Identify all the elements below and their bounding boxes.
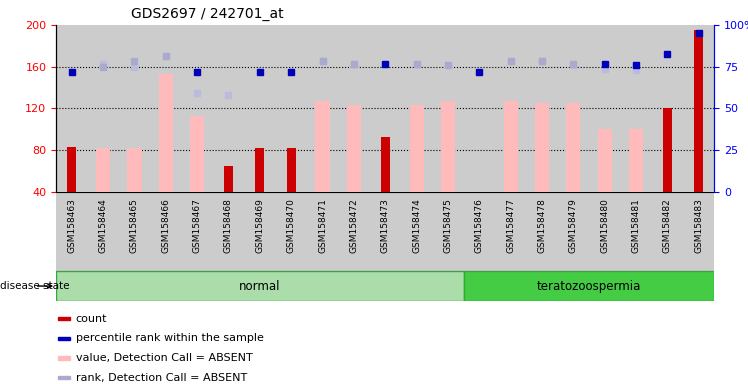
- Bar: [598, 129, 612, 192]
- Bar: [527, 192, 557, 271]
- Text: percentile rank within the sample: percentile rank within the sample: [76, 333, 264, 343]
- Bar: [58, 356, 70, 359]
- Text: rank, Detection Call = ABSENT: rank, Detection Call = ABSENT: [76, 372, 247, 382]
- Bar: [88, 192, 119, 271]
- Text: disease state: disease state: [0, 281, 70, 291]
- Bar: [244, 192, 275, 271]
- Bar: [347, 105, 361, 192]
- Bar: [527, 25, 557, 192]
- Bar: [213, 25, 244, 192]
- Bar: [495, 192, 527, 271]
- Text: value, Detection Call = ABSENT: value, Detection Call = ABSENT: [76, 353, 253, 363]
- Text: normal: normal: [239, 280, 280, 293]
- Bar: [67, 147, 76, 192]
- Text: GSM158475: GSM158475: [444, 198, 453, 253]
- Text: count: count: [76, 314, 108, 324]
- Bar: [256, 148, 264, 192]
- Bar: [464, 192, 495, 271]
- Bar: [401, 192, 432, 271]
- Bar: [629, 129, 643, 192]
- Bar: [224, 166, 233, 192]
- Bar: [432, 25, 464, 192]
- Bar: [557, 192, 589, 271]
- Bar: [495, 25, 527, 192]
- Bar: [150, 25, 182, 192]
- Bar: [464, 25, 495, 192]
- Bar: [190, 116, 204, 192]
- Bar: [409, 105, 423, 192]
- Bar: [119, 25, 150, 192]
- Text: GSM158469: GSM158469: [255, 198, 264, 253]
- Text: GSM158483: GSM158483: [694, 198, 703, 253]
- Bar: [213, 192, 244, 271]
- Bar: [159, 74, 173, 192]
- Bar: [401, 25, 432, 192]
- Bar: [275, 192, 307, 271]
- Bar: [182, 25, 213, 192]
- Text: GSM158470: GSM158470: [286, 198, 295, 253]
- Bar: [620, 192, 652, 271]
- Bar: [88, 25, 119, 192]
- Text: GSM158471: GSM158471: [318, 198, 327, 253]
- Bar: [127, 148, 141, 192]
- Text: GSM158466: GSM158466: [162, 198, 171, 253]
- Bar: [244, 25, 275, 192]
- FancyBboxPatch shape: [464, 271, 714, 301]
- Bar: [150, 192, 182, 271]
- Bar: [338, 25, 370, 192]
- Bar: [338, 192, 370, 271]
- Bar: [370, 192, 401, 271]
- Bar: [58, 336, 70, 340]
- Bar: [275, 25, 307, 192]
- Text: GSM158463: GSM158463: [67, 198, 76, 253]
- Bar: [663, 108, 672, 192]
- Bar: [503, 101, 518, 192]
- Bar: [370, 25, 401, 192]
- Text: GSM158481: GSM158481: [631, 198, 640, 253]
- Bar: [96, 148, 110, 192]
- Bar: [557, 25, 589, 192]
- Bar: [683, 25, 714, 192]
- Bar: [119, 192, 150, 271]
- Text: GSM158476: GSM158476: [475, 198, 484, 253]
- Text: GSM158467: GSM158467: [193, 198, 202, 253]
- Bar: [432, 192, 464, 271]
- Bar: [307, 25, 338, 192]
- Bar: [683, 192, 714, 271]
- Bar: [56, 25, 88, 192]
- Text: GSM158472: GSM158472: [349, 198, 358, 253]
- Bar: [652, 25, 683, 192]
- Text: GSM158468: GSM158468: [224, 198, 233, 253]
- Text: GSM158479: GSM158479: [568, 198, 577, 253]
- Text: GSM158474: GSM158474: [412, 198, 421, 253]
- Bar: [441, 101, 455, 192]
- Bar: [56, 192, 88, 271]
- Bar: [652, 192, 683, 271]
- Text: GSM158482: GSM158482: [663, 198, 672, 253]
- Bar: [58, 376, 70, 379]
- Bar: [589, 25, 620, 192]
- Bar: [58, 317, 70, 320]
- Text: GDS2697 / 242701_at: GDS2697 / 242701_at: [131, 7, 283, 21]
- Bar: [182, 192, 213, 271]
- Text: GSM158478: GSM158478: [538, 198, 547, 253]
- Bar: [694, 30, 703, 192]
- Bar: [589, 192, 620, 271]
- Bar: [286, 148, 295, 192]
- Bar: [620, 25, 652, 192]
- Text: GSM158480: GSM158480: [600, 198, 609, 253]
- FancyBboxPatch shape: [56, 271, 464, 301]
- Bar: [316, 101, 330, 192]
- Text: GSM158473: GSM158473: [381, 198, 390, 253]
- Text: GSM158465: GSM158465: [130, 198, 139, 253]
- Bar: [535, 103, 549, 192]
- Text: teratozoospermia: teratozoospermia: [537, 280, 641, 293]
- Bar: [381, 137, 390, 192]
- Text: GSM158477: GSM158477: [506, 198, 515, 253]
- Bar: [566, 103, 580, 192]
- Bar: [307, 192, 338, 271]
- Text: GSM158464: GSM158464: [99, 198, 108, 253]
